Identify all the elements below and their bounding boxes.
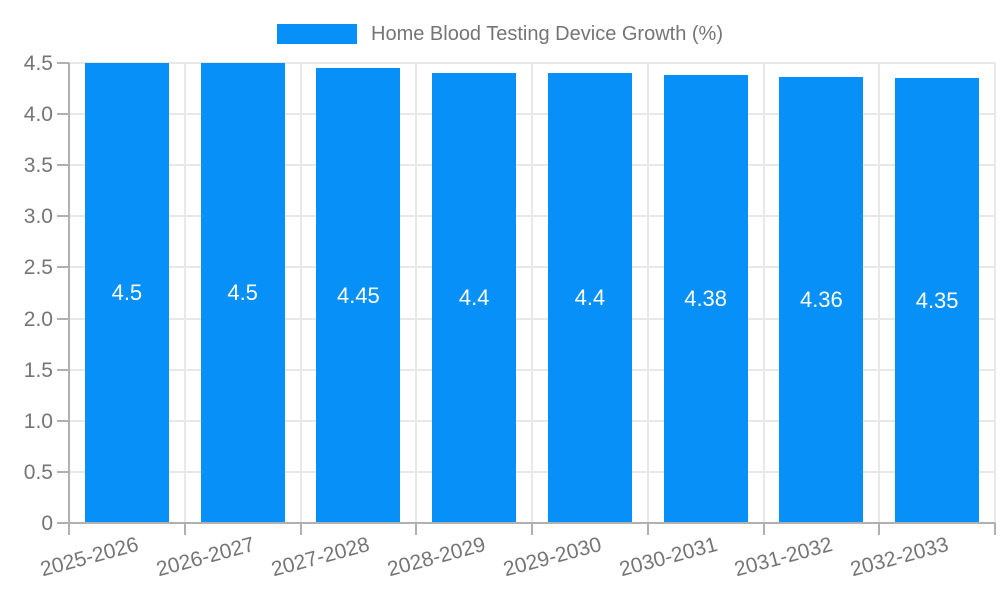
- x-axis-tick: [531, 523, 533, 535]
- v-gridline: [415, 63, 418, 523]
- x-axis-tick: [646, 523, 649, 535]
- bar[interactable]: [663, 75, 748, 523]
- bar[interactable]: [547, 73, 632, 523]
- bar[interactable]: [895, 78, 980, 523]
- y-axis-tick-label: 1.5: [23, 358, 53, 382]
- y-axis-tick: [57, 470, 69, 473]
- bar[interactable]: [779, 77, 864, 523]
- x-axis-tick: [299, 523, 302, 535]
- v-gridline: [762, 63, 765, 523]
- v-gridline: [531, 63, 533, 523]
- x-axis-tick: [68, 523, 70, 535]
- y-axis-tick-label: 1.0: [23, 409, 53, 433]
- y-axis-tick-label: 4.0: [23, 103, 53, 127]
- bar[interactable]: [200, 63, 285, 523]
- y-axis-tick-label: 3.5: [23, 154, 53, 178]
- x-axis-tick: [878, 523, 881, 535]
- x-axis-tick: [762, 523, 765, 535]
- bar[interactable]: [84, 63, 169, 523]
- x-axis-tick: [994, 523, 996, 535]
- bar-value-label: 4.4: [574, 285, 606, 311]
- y-axis-tick-label: 2.5: [23, 256, 53, 280]
- y-axis-tick-label: 4.5: [23, 52, 53, 75]
- y-axis-tick: [57, 266, 69, 269]
- chart-title: Home Blood Testing Device Growth (%): [371, 23, 723, 45]
- v-gridline: [299, 63, 302, 523]
- y-axis-tick: [57, 62, 69, 64]
- bar[interactable]: [432, 73, 517, 523]
- x-axis-tick: [183, 523, 186, 535]
- bar-value-label: 4.38: [684, 286, 728, 312]
- y-axis-tick: [57, 113, 69, 116]
- y-axis-tick: [57, 164, 69, 167]
- y-axis-tick-label: 0.5: [23, 460, 53, 484]
- y-axis-tick-label: 3.0: [23, 205, 53, 229]
- legend-item[interactable]: Home Blood Testing Device Growth (%): [0, 20, 1000, 48]
- bar-value-label: 4.35: [915, 287, 959, 313]
- v-gridline: [994, 63, 996, 523]
- bar-value-label: 4.45: [336, 282, 380, 308]
- bar-value-label: 4.4: [458, 285, 490, 311]
- v-gridline: [878, 63, 881, 523]
- y-axis-tick-label: 0: [41, 512, 53, 535]
- bar[interactable]: [316, 68, 401, 523]
- y-axis-tick: [57, 317, 69, 320]
- y-axis-tick: [57, 522, 69, 524]
- x-axis-tick: [415, 523, 418, 535]
- bar-value-label: 4.36: [799, 287, 843, 313]
- y-axis-tick: [57, 419, 69, 422]
- y-axis-tick: [57, 368, 69, 371]
- legend-swatch-icon: [277, 24, 357, 44]
- y-axis-line: [68, 63, 70, 523]
- v-gridline: [183, 63, 186, 523]
- v-gridline: [646, 63, 649, 523]
- y-axis-tick: [57, 215, 69, 218]
- bar-value-label: 4.5: [111, 280, 143, 305]
- bar-value-label: 4.5: [227, 280, 258, 305]
- y-axis-tick-label: 2.0: [23, 307, 53, 331]
